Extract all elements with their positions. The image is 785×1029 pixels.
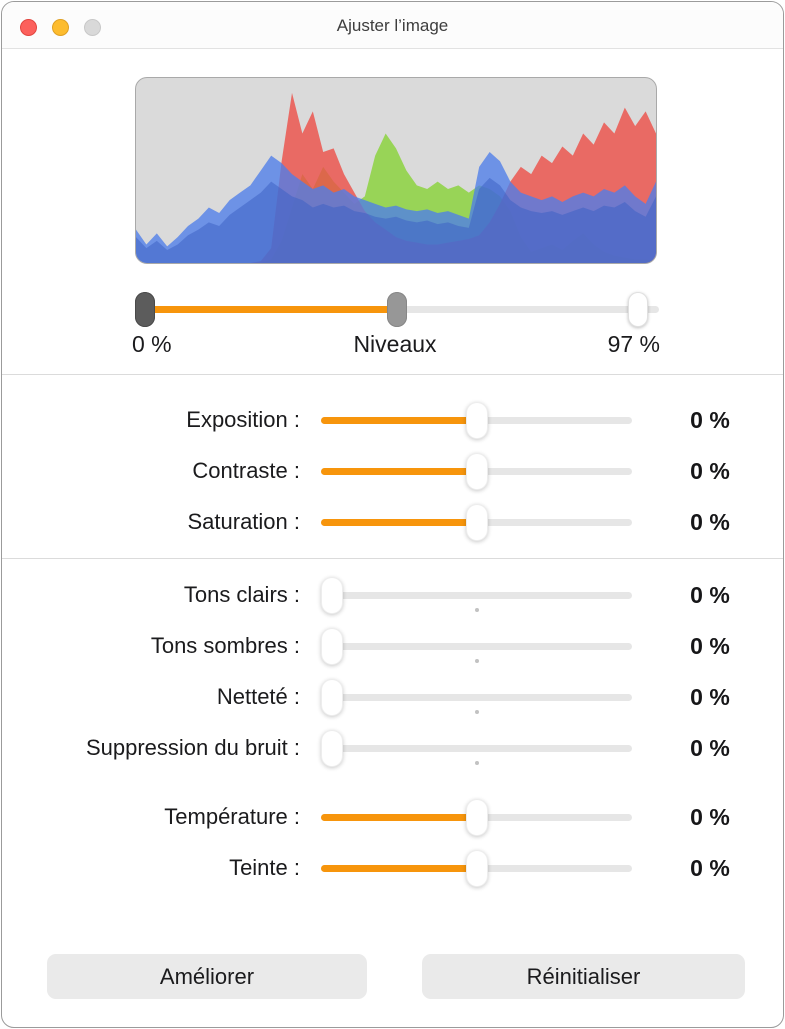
- traffic-lights: [20, 19, 101, 36]
- slider-row: Netteté : 0 %: [2, 672, 783, 722]
- slider-orange-fill: [321, 518, 477, 526]
- slider-track[interactable]: [321, 576, 632, 614]
- reset-button[interactable]: Réinitialiser: [422, 954, 745, 999]
- slider-track[interactable]: [321, 503, 632, 541]
- slider-value: 0 %: [690, 735, 730, 761]
- slider-label: Température :: [164, 804, 300, 829]
- slider-value: 0 %: [690, 582, 730, 608]
- slider-handle[interactable]: [321, 729, 343, 767]
- slider-row: Suppression du bruit : 0 %: [2, 723, 783, 773]
- slider-row: Teinte : 0 %: [2, 843, 783, 893]
- close-button[interactable]: [20, 19, 37, 36]
- slider-value: 0 %: [690, 804, 730, 830]
- slider-value: 0 %: [690, 458, 730, 484]
- levels-labels: 0 % Niveaux 97 %: [130, 331, 660, 359]
- slider-value: 0 %: [690, 633, 730, 659]
- section-divider: [2, 374, 783, 375]
- slider-row: Contraste : 0 %: [2, 446, 783, 496]
- levels-slider[interactable]: [135, 290, 659, 330]
- slider-row: Saturation : 0 %: [2, 497, 783, 547]
- section-divider: [2, 558, 783, 559]
- slider-label: Suppression du bruit :: [85, 735, 300, 760]
- slider-label: Exposition :: [186, 407, 300, 432]
- levels-midtone-handle[interactable]: [387, 292, 407, 327]
- slider-value: 0 %: [690, 684, 730, 710]
- slider-orange-fill: [321, 813, 477, 821]
- slider-label: Tons sombres :: [150, 633, 300, 658]
- green-channel-area: [136, 133, 656, 263]
- slider-orange-fill: [321, 864, 477, 872]
- levels-white-point-handle[interactable]: [628, 292, 649, 327]
- slider-center-tick: [475, 710, 479, 714]
- slider-label: Saturation :: [187, 509, 300, 534]
- levels-black-point-handle[interactable]: [135, 292, 155, 327]
- slider-track[interactable]: [321, 627, 632, 665]
- slider-track[interactable]: [321, 452, 632, 490]
- slider-handle[interactable]: [321, 678, 343, 716]
- slider-row: Exposition : 0 %: [2, 395, 783, 445]
- slider-row: Température : 0 %: [2, 792, 783, 842]
- slider-row: Tons clairs : 0 %: [2, 570, 783, 620]
- blue-channel-shadow-area: [136, 177, 656, 263]
- slider-handle[interactable]: [321, 576, 343, 614]
- slider-handle[interactable]: [465, 849, 488, 887]
- slider-handle[interactable]: [465, 503, 488, 541]
- levels-right-value: 97 %: [607, 331, 660, 357]
- slider-handle[interactable]: [321, 627, 343, 665]
- slider-handle[interactable]: [465, 798, 488, 836]
- levels-label: Niveaux: [353, 331, 437, 357]
- slider-value: 0 %: [690, 855, 730, 881]
- slider-value: 0 %: [690, 407, 730, 433]
- slider-label: Tons clairs :: [183, 582, 300, 607]
- histogram-chart: [136, 92, 656, 263]
- slider-value: 0 %: [690, 509, 730, 535]
- slider-track[interactable]: [321, 678, 632, 716]
- rgb-histogram: [135, 77, 657, 264]
- titlebar[interactable]: Ajuster l’image: [2, 2, 783, 49]
- slider-orange-fill: [321, 467, 477, 475]
- slider-orange-fill: [321, 416, 477, 424]
- slider-row: Tons sombres : 0 %: [2, 621, 783, 671]
- zoom-button-disabled: [84, 19, 101, 36]
- window-title: Ajuster l’image: [336, 16, 449, 35]
- slider-label: Netteté :: [216, 684, 300, 709]
- minimize-button[interactable]: [52, 19, 69, 36]
- levels-orange-fill: [135, 306, 397, 313]
- levels-left-value: 0 %: [132, 331, 172, 357]
- slider-track[interactable]: [321, 849, 632, 887]
- slider-label: Teinte :: [229, 855, 300, 880]
- slider-center-tick: [475, 761, 479, 765]
- slider-label: Contraste :: [192, 458, 300, 483]
- slider-handle[interactable]: [465, 452, 488, 490]
- slider-handle[interactable]: [465, 401, 488, 439]
- enhance-button[interactable]: Améliorer: [47, 954, 367, 999]
- slider-track[interactable]: [321, 798, 632, 836]
- slider-center-tick: [475, 659, 479, 663]
- slider-track[interactable]: [321, 401, 632, 439]
- slider-center-tick: [475, 608, 479, 612]
- slider-track[interactable]: [321, 729, 632, 767]
